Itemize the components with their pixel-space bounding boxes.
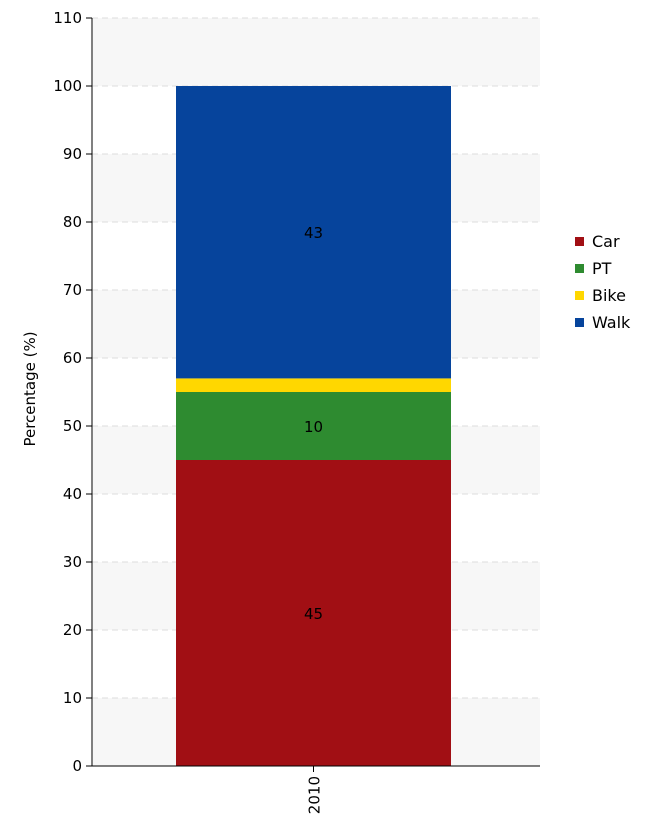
y-tick-label: 20 [63,621,82,639]
y-tick-label: 100 [53,77,82,95]
bar-segment-pt [176,392,451,460]
bar-segment-walk [176,86,451,379]
legend-swatch-bike [575,291,584,300]
data-label-walk: 43 [304,224,323,242]
y-tick-label: 80 [63,213,82,231]
legend-label-pt: PT [592,259,612,278]
legend: Car PT Bike Walk [575,232,631,332]
legend-label-bike: Bike [592,286,626,305]
background-band [93,18,540,86]
data-labels: 45 10 43 [304,224,323,623]
y-tick-label: 10 [63,689,82,707]
axes [91,18,540,767]
bar-segment-car [176,460,451,766]
bar-segments [176,86,451,766]
y-tick-label: 110 [53,9,82,27]
legend-label-car: Car [592,232,620,251]
x-tick-label: 2010 [306,776,324,814]
y-axis-ticks: 0 10 20 30 40 50 60 70 80 90 100 110 [53,9,92,775]
legend-swatch-walk [575,318,584,327]
bar-segment-bike [176,378,451,392]
x-axis-ticks: 2010 [306,766,324,814]
y-tick-label: 60 [63,349,82,367]
data-label-pt: 10 [304,418,323,436]
y-tick-label: 30 [63,553,82,571]
y-tick-label: 40 [63,485,82,503]
legend-swatch-pt [575,264,584,273]
y-tick-label: 90 [63,145,82,163]
y-tick-label: 0 [72,757,82,775]
y-axis-title: Percentage (%) [21,331,39,446]
legend-label-walk: Walk [592,313,631,332]
data-label-car: 45 [304,605,323,623]
y-tick-label: 50 [63,417,82,435]
legend-swatch-car [575,237,584,246]
y-tick-label: 70 [63,281,82,299]
